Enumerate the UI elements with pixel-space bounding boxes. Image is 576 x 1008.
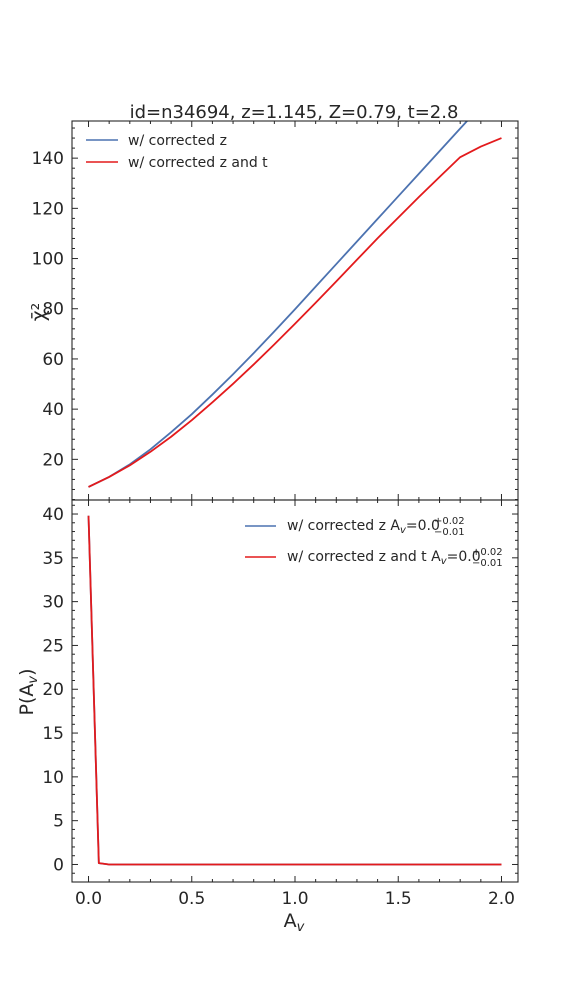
legend-sup-corrected-z-and-t-av: +0.02 [472, 547, 503, 558]
bottom-ytick-label: 20 [42, 680, 64, 700]
top-y-label-text: χ̄² [28, 303, 50, 322]
bottom-series-line-1 [87, 515, 502, 866]
bottom-axes-frame [71, 499, 519, 883]
bottom-xtick-label: 1.5 [385, 889, 412, 909]
bottom-panel: 0 5 10 15 20 25 30 35 40 0.0 0.5 1.0 1.5 2.0 P(Av) Av… [16, 499, 519, 935]
chart-title: id=n34694, z=1.145, Z=0.79, t=2.8 [130, 102, 459, 123]
bottom-y-axis-label: P(Av) [16, 669, 41, 716]
bottom-xtick-label: 2.0 [488, 889, 515, 909]
bottom-ytick-label: 10 [42, 768, 64, 788]
top-panel: 20 40 60 80 100 120 140 χ̄² w/ corrected z w/ … [28, 120, 519, 501]
bottom-y-label-text: P(Av) [16, 669, 41, 716]
bottom-xtick-label: 0.0 [75, 889, 102, 909]
top-ytick-label: 120 [32, 199, 64, 219]
bottom-axis-ticks: 0 5 10 15 20 25 30 35 40 0.0 0.5 1.0 1.5 2.0 [42, 500, 518, 909]
bottom-x-label-text: Av [284, 910, 305, 935]
top-y-axis-label: χ̄² [28, 303, 50, 322]
top-ytick-label: 80 [42, 300, 64, 320]
top-series-line-1 [88, 137, 502, 488]
top-ytick-label: 100 [32, 250, 64, 270]
bottom-xtick-label: 1.0 [281, 889, 308, 909]
top-axis-ticks: 20 40 60 80 100 120 140 [32, 121, 518, 500]
legend-inf-corrected-z-and-t-av: −0.01 [472, 558, 503, 569]
top-ytick-label: 20 [42, 450, 64, 470]
bottom-ytick-label: 25 [42, 636, 64, 656]
bottom-ytick-label: 40 [42, 505, 64, 525]
bottom-ytick-label: 35 [42, 549, 64, 569]
legend-sup-corrected-z-av: +0.02 [434, 516, 465, 527]
bottom-ytick-label: 15 [42, 724, 64, 744]
top-series-line-0 [88, 121, 469, 488]
bottom-ytick-label: 5 [53, 812, 64, 832]
legend-label-corrected-z-and-t-av: w/ corrected z and t Av=0.0 [287, 549, 481, 567]
top-plot-lines [88, 121, 502, 488]
bottom-legend: w/ corrected z Av=0.0 +0.02 −0.01 w/ cor… [245, 516, 503, 569]
legend-label-corrected-z-av: w/ corrected z Av=0.0 [287, 518, 440, 536]
bottom-ytick-label: 0 [53, 855, 64, 875]
top-legend: w/ corrected z w/ corrected z and t [86, 133, 268, 171]
bottom-xtick-label: 0.5 [178, 889, 205, 909]
top-ytick-label: 60 [42, 350, 64, 370]
bottom-series-line-0 [87, 515, 502, 866]
legend-label-corrected-z-and-t: w/ corrected z and t [128, 155, 268, 171]
legend-inf-corrected-z-av: −0.01 [434, 527, 465, 538]
bottom-plot-lines [87, 515, 502, 866]
legend-label-corrected-z: w/ corrected z [128, 133, 227, 149]
top-ytick-label: 140 [32, 149, 64, 169]
top-ytick-label: 40 [42, 400, 64, 420]
bottom-ytick-label: 30 [42, 593, 64, 613]
